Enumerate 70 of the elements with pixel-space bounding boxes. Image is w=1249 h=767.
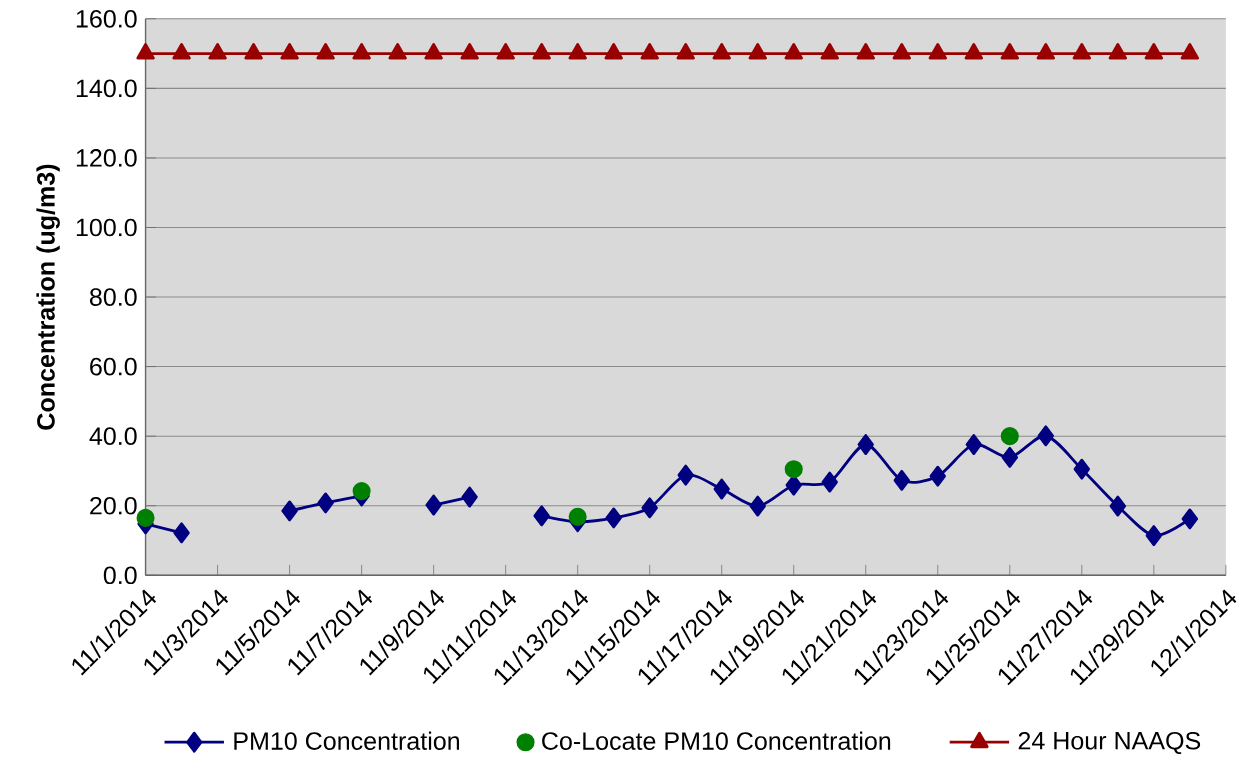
point xyxy=(460,43,479,60)
point xyxy=(784,460,803,479)
y-tick-label: 20.0 xyxy=(90,496,137,515)
point xyxy=(857,434,874,456)
y-tick-label: 60.0 xyxy=(90,357,137,376)
point xyxy=(928,43,947,60)
point xyxy=(892,43,911,60)
y-tick-label: 120.0 xyxy=(76,149,137,167)
point xyxy=(748,43,767,60)
point xyxy=(317,492,334,514)
point xyxy=(856,43,875,60)
point xyxy=(713,478,730,500)
point xyxy=(821,471,838,493)
point xyxy=(1037,425,1054,447)
y-tick-label: 80.0 xyxy=(89,288,137,306)
point xyxy=(172,43,191,60)
point xyxy=(568,507,587,526)
point xyxy=(425,494,442,516)
point xyxy=(1073,458,1090,480)
point xyxy=(533,505,550,527)
point xyxy=(965,434,982,456)
point xyxy=(893,469,910,491)
point xyxy=(712,43,731,60)
point xyxy=(496,43,515,60)
point xyxy=(1180,43,1200,60)
point xyxy=(1144,43,1164,60)
point xyxy=(641,497,658,519)
point xyxy=(604,43,623,60)
y-tick-label: 100.0 xyxy=(76,218,137,237)
point xyxy=(605,507,622,529)
point xyxy=(1072,43,1092,60)
point xyxy=(281,500,298,522)
point xyxy=(1181,508,1199,530)
point xyxy=(316,43,335,60)
point xyxy=(676,43,695,60)
y-axis-title: Concentration (ug/m3) xyxy=(36,164,60,430)
point xyxy=(749,495,766,517)
point xyxy=(568,43,587,60)
point xyxy=(136,508,155,528)
y-tick-label: 140.0 xyxy=(76,79,137,98)
point xyxy=(280,43,299,60)
y-tick-label: 40.0 xyxy=(89,427,137,446)
point xyxy=(820,43,839,60)
point xyxy=(461,486,478,508)
point xyxy=(244,43,263,60)
point xyxy=(208,43,227,60)
point xyxy=(352,482,371,501)
legend-label: Co-Locate PM10 Concentration xyxy=(542,731,891,750)
point xyxy=(352,43,371,60)
point xyxy=(388,43,407,60)
point xyxy=(136,43,155,60)
point xyxy=(784,43,803,60)
legend-label: 24 Hour NAAQS xyxy=(1018,731,1201,755)
y-tick-label: 160.0 xyxy=(76,10,137,28)
legend-label: PM10 Concentration xyxy=(234,731,460,750)
point xyxy=(1109,495,1126,517)
y-tick-label: 0.0 xyxy=(103,566,137,585)
point xyxy=(964,43,984,60)
point xyxy=(1000,43,1020,60)
point xyxy=(929,465,946,487)
point xyxy=(532,43,551,60)
point xyxy=(1000,427,1019,446)
point xyxy=(1108,43,1128,60)
point xyxy=(1001,447,1018,468)
point xyxy=(173,522,190,544)
point xyxy=(1036,43,1056,60)
point xyxy=(1145,525,1163,547)
point xyxy=(424,43,443,60)
point xyxy=(677,464,694,486)
point xyxy=(640,43,659,60)
